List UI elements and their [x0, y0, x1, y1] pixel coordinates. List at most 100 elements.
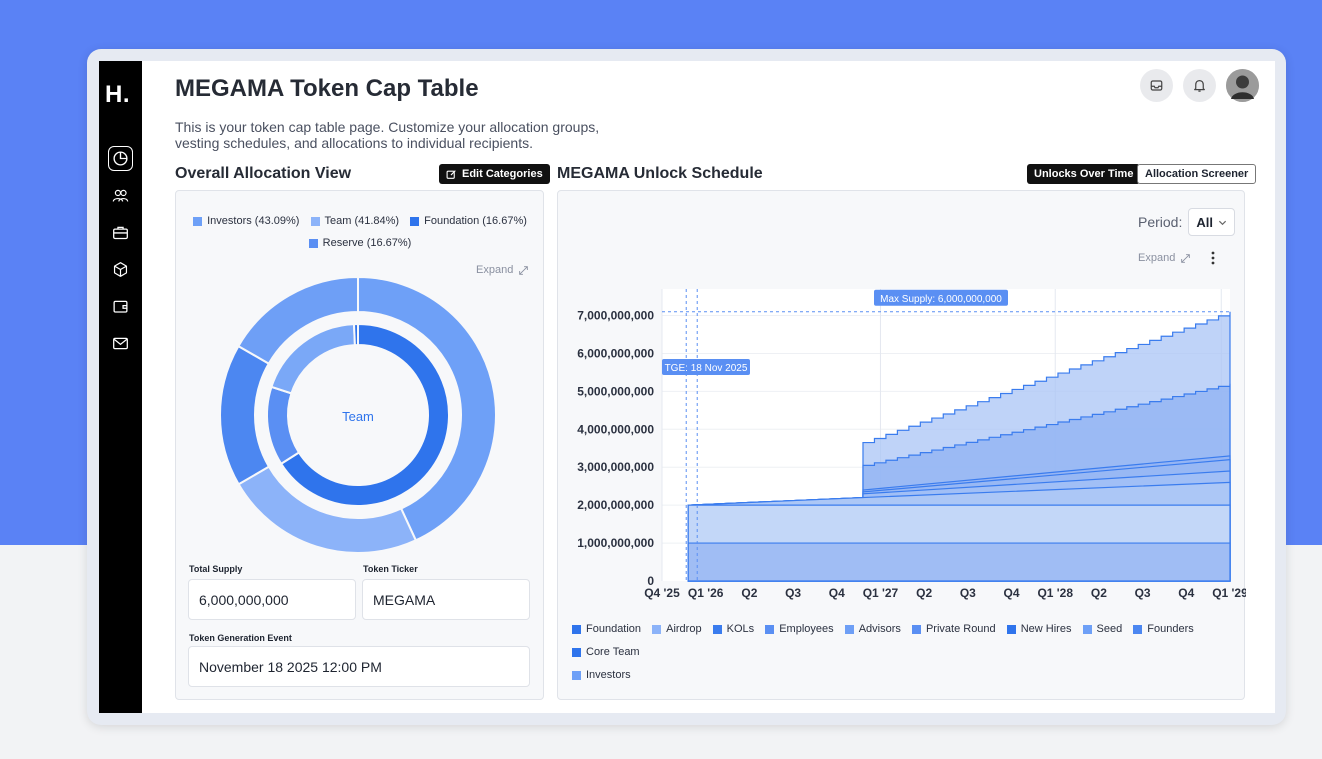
x-tick-label: Q2: [741, 586, 757, 600]
legend-swatch: [1133, 625, 1143, 634]
y-tick-label: 5,000,000,000: [577, 384, 654, 398]
page-title: MEGAMA Token Cap Table: [175, 75, 479, 102]
sidebar-item-tokens[interactable]: [108, 257, 133, 282]
sidebar-item-briefcase[interactable]: [108, 220, 133, 245]
period-select[interactable]: All: [1188, 208, 1235, 236]
expand-label: Expand: [1138, 252, 1176, 264]
cube-icon: [113, 262, 128, 277]
edit-categories-button[interactable]: Edit Categories: [439, 164, 550, 184]
annotations: Max Supply: 6,000,000,000 TGE: 18 Nov 202…: [662, 289, 1230, 581]
legend-item-investors: Investors (43.09%): [193, 215, 299, 227]
legend-swatch: [712, 625, 722, 634]
total-supply-value: 6,000,000,000: [199, 591, 289, 608]
user-avatar-icon: [1226, 69, 1259, 102]
total-supply-label: Total Supply: [189, 564, 243, 574]
x-tick-label: Q1 '27: [863, 586, 899, 600]
unlock-expand-button[interactable]: Expand: [1138, 252, 1191, 264]
x-tick-label: Q4: [1178, 586, 1194, 600]
tge-value: November 18 2025 12:00 PM: [199, 658, 382, 675]
x-tick-label: Q4: [1004, 586, 1020, 600]
donut-outer-segment-3[interactable]: [237, 275, 359, 365]
allocation-panel: Investors (43.09%) Team (41.84%) Foundat…: [175, 190, 544, 700]
legend-item-team: Team (41.84%): [310, 215, 399, 227]
period-label: Period:: [1138, 214, 1183, 230]
legend-swatch: [911, 625, 921, 634]
allocation-donut-chart: Team: [219, 275, 497, 554]
logo: H.: [105, 81, 130, 108]
tge-field[interactable]: November 18 2025 12:00 PM: [188, 646, 530, 687]
y-tick-label: 0: [647, 574, 654, 588]
donut-outer-segment-0[interactable]: [357, 275, 497, 542]
legend-item-core-team: Core Team: [572, 642, 640, 663]
legend-swatch: [310, 216, 320, 226]
allocation-legend-row2: Reserve (16.67%): [176, 237, 544, 251]
mail-icon: [113, 337, 128, 350]
total-supply-field[interactable]: 6,000,000,000: [188, 579, 356, 620]
avatar[interactable]: [1226, 69, 1259, 102]
page-description: This is your token cap table page. Custo…: [175, 119, 600, 151]
legend-swatch: [572, 625, 581, 634]
edit-icon: [446, 169, 456, 179]
y-axis-ticks: 0 1,000,000,000 2,000,000,000 3,000,000,000…: [577, 309, 654, 588]
legend-swatch: [410, 216, 420, 226]
x-tick-label: Q3: [1135, 586, 1151, 600]
token-ticker-value: MEGAMA: [373, 591, 436, 608]
donut-inner-segment-1[interactable]: [266, 385, 301, 466]
sidebar-item-mail[interactable]: [108, 331, 133, 356]
inbox-icon: [1150, 80, 1163, 91]
tge-label: Token Generation Event: [189, 633, 292, 643]
y-tick-label: 6,000,000,000: [577, 346, 654, 360]
period-control: Period: All: [1138, 208, 1235, 236]
donut-outer-ring: [219, 275, 497, 554]
x-axis-ticks: Q4 '25 Q1 '26 Q2 Q3 Q4 Q1 '27 Q2 Q3 Q4 Q1 '28 Q2 Q3…: [644, 586, 1246, 600]
sidebar: H.: [99, 61, 142, 713]
sidebar-item-users[interactable]: [108, 183, 133, 208]
legend-swatch: [572, 671, 581, 680]
legend-item-employees: Employees: [765, 619, 834, 640]
legend-item-airdrop: Airdrop: [652, 619, 702, 640]
legend-item-advisors: Advisors: [844, 619, 901, 640]
inbox-button[interactable]: [1140, 69, 1173, 102]
tab-allocation-screener[interactable]: Allocation Screener: [1137, 164, 1257, 184]
y-tick-label: 2,000,000,000: [577, 498, 654, 512]
legend-swatch: [572, 648, 581, 657]
area-series-7[interactable]: [687, 542, 1231, 582]
donut-inner-segment-0[interactable]: [279, 322, 450, 507]
x-tick-label: Q2: [916, 586, 932, 600]
briefcase-icon: [113, 226, 128, 240]
allocation-expand-button[interactable]: Expand: [476, 264, 529, 276]
legend-swatch: [1006, 625, 1016, 634]
donut-outer-segment-2[interactable]: [219, 344, 271, 486]
tge-annotation-label: TGE: 18 Nov 2025: [665, 363, 748, 374]
sidebar-item-overview[interactable]: [108, 146, 133, 171]
legend-item-foundation: Foundation (16.67%): [410, 215, 527, 227]
x-tick-label: Q4 '25: [644, 586, 680, 600]
donut-inner-segment-3[interactable]: [352, 322, 359, 347]
x-tick-label: Q4: [829, 586, 845, 600]
allocation-legend: Investors (43.09%) Team (41.84%) Foundat…: [176, 215, 544, 229]
more-options-button[interactable]: [1209, 251, 1217, 265]
period-value: All: [1196, 214, 1213, 230]
tab-unlocks-over-time[interactable]: Unlocks Over Time: [1027, 164, 1141, 184]
x-tick-label: Q2: [1091, 586, 1107, 600]
unlock-legend: Foundation Airdrop KOLs Employees Adviso…: [572, 619, 1242, 688]
notifications-button[interactable]: [1183, 69, 1216, 102]
wallet-icon: [113, 300, 128, 313]
expand-icon: [519, 265, 529, 275]
users-icon: [112, 189, 129, 202]
token-ticker-field[interactable]: MEGAMA: [362, 579, 530, 620]
legend-item-new-hires: New Hires: [1006, 619, 1071, 640]
unlock-panel: Period: All Expand 0 1,000,000,000 2,000,0…: [557, 190, 1246, 700]
y-tick-label: 4,000,000,000: [577, 422, 654, 436]
bell-icon: [1194, 80, 1205, 92]
app-screen: H. MEGAMA Token Cap Table This is your t…: [99, 61, 1275, 713]
y-tick-label: 3,000,000,000: [577, 460, 654, 474]
legend-swatch: [308, 238, 318, 248]
unlock-schedule-chart: 0 1,000,000,000 2,000,000,000 3,000,000,000…: [577, 289, 1246, 600]
more-vertical-icon: [1211, 251, 1215, 265]
legend-item-seed: Seed: [1082, 619, 1122, 640]
legend-item-founders: Founders: [1133, 619, 1194, 640]
y-tick-label: 1,000,000,000: [577, 536, 654, 550]
x-tick-label: Q1 '26: [688, 586, 724, 600]
sidebar-item-wallet[interactable]: [108, 294, 133, 319]
